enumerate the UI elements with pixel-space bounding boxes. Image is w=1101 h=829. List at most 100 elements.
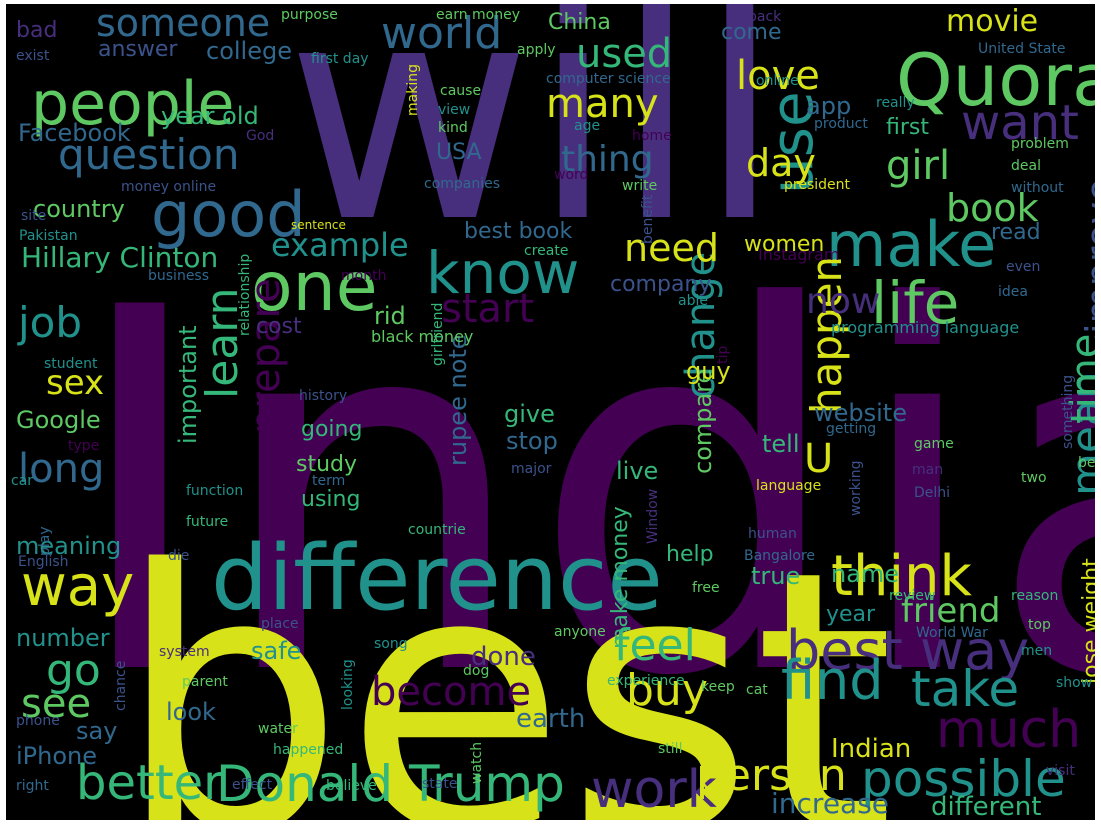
word-book: book [946,186,1039,230]
word-getting: getting [826,421,877,437]
word-pakistan: Pakistan [19,228,78,244]
word-right: right [16,778,49,794]
word-two: two [1021,470,1047,486]
word-done: done [471,642,536,672]
word-die: die [168,548,190,564]
word-iphone: iPhone [16,742,98,770]
word-history: history [299,388,348,404]
word-improve: improve [1078,178,1095,334]
word-think: think [831,544,972,609]
word-many: many [546,81,659,127]
word-google: Google [16,406,101,434]
word-make-money: make money [608,506,633,649]
word-see: see [21,681,92,727]
word-year: year [826,602,876,627]
word-game: game [914,436,954,452]
word-go: go [46,645,101,696]
word-sentence: sentence [291,218,346,232]
word-able: able [678,293,708,309]
word-take: take [911,660,1020,718]
word-friend: friend [901,591,1001,631]
word-know: know [426,239,580,307]
word-relationship: relationship [237,253,253,336]
word-car: car [11,473,34,489]
word-parent: parent [182,674,228,690]
word-free: free [692,580,720,596]
word-create: create [524,243,569,259]
word-dog: dog [463,663,490,679]
word-top: top [1028,617,1051,633]
word-age: age [574,118,601,134]
word-girl: girl [886,143,951,189]
word-someone: someone [96,4,271,45]
word-important: important [174,325,202,444]
word-bangalore: Bangalore [744,548,816,564]
word-thing: thing [561,139,654,180]
word-companies: companies [424,176,501,192]
word-china: China [548,10,611,35]
word-different: different [931,792,1042,820]
word-cost: cost [256,314,302,339]
word-need: need [624,226,719,270]
word-true: true [751,562,801,590]
word-make: make [826,208,997,281]
word-chance: chance [113,660,129,711]
word-human: human [748,526,797,542]
word-even: even [1006,259,1041,275]
word-job: job [18,298,83,347]
word-study: study [296,452,358,477]
word-best-place: best place [1078,455,1095,471]
word-working: working [848,460,864,516]
word-hillary-clinton: Hillary Clinton [21,241,219,274]
word-number: number [16,624,110,652]
word-first-day: first day [311,51,369,67]
word-safe: safe [251,637,302,665]
word-rupee-note: rupee note [444,334,472,466]
word-guy: guy [686,357,731,385]
word-type: type [68,438,100,454]
word-song: song [374,636,408,652]
word-much: much [936,700,1082,760]
word-difference: difference [211,526,663,631]
word-president: president [784,177,850,193]
word-phone: phone [16,713,60,729]
word-window: Window [645,488,661,544]
word-kind: kind [438,120,468,136]
word-name: name [831,560,900,588]
word-deal: deal [1011,158,1041,174]
word-apply: apply [517,42,556,58]
word-tell: tell [762,430,800,458]
word-reason: reason [1011,588,1059,604]
word-stop: stop [506,427,558,455]
word-find: find [781,649,884,712]
word-god: God [246,128,275,144]
word-best-book: best book [464,219,573,244]
word-benefit: benefit [640,194,656,244]
word-college: college [206,37,292,65]
word-united-state: United State [978,41,1066,57]
word-meaning: meaning [16,532,122,560]
word-man: man [912,462,944,478]
word-looking: looking [340,659,356,710]
word-countrie: countrie [408,522,466,538]
word-future: future [186,514,229,530]
word-delhi: Delhi [914,485,951,501]
word-country: country [33,195,125,223]
word-making: making [405,64,421,116]
word-world: world [381,8,503,59]
word-men: men [1021,643,1053,659]
word-earth: earth [516,704,586,734]
word-read: read [991,220,1041,245]
word-computer-science: computer science [546,71,671,87]
word-using: using [301,487,361,512]
word-bad: bad [16,18,58,43]
word-back: back [748,9,782,25]
word-company: company [610,272,712,297]
word-app: app [806,92,852,120]
word-state: state [422,776,458,792]
word-still: still [658,741,683,757]
word-water: water [258,721,298,737]
word-work: work [591,760,717,820]
word-anyone: anyone [554,624,606,640]
word-u: U [804,436,834,482]
